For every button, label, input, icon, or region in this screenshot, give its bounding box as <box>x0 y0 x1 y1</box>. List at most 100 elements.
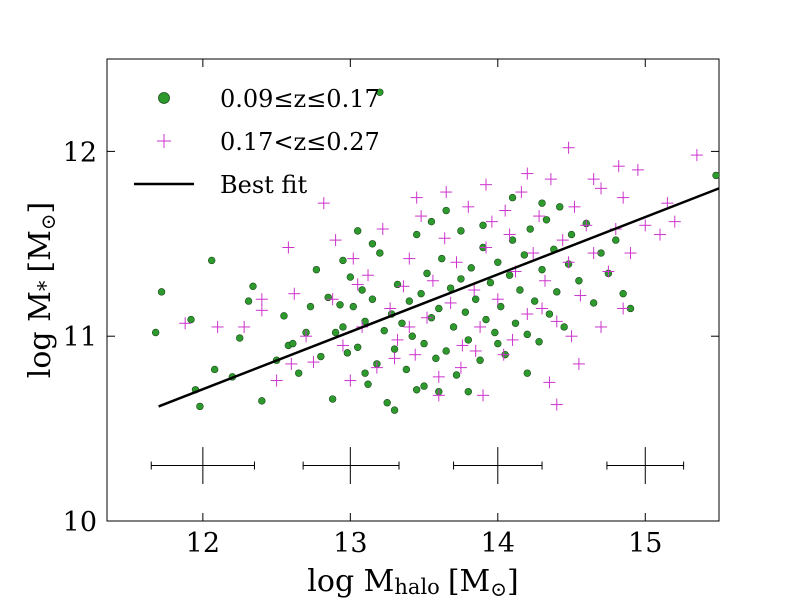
data-point-plus <box>568 200 581 213</box>
data-point-circle <box>353 343 362 351</box>
data-point-circle <box>476 356 484 364</box>
data-point-plus <box>285 357 298 370</box>
data-point-circle <box>538 199 546 207</box>
data-point-circle <box>442 347 450 355</box>
data-point-circle <box>530 297 539 305</box>
y-axis-label: log M*[M⊙] <box>23 202 60 379</box>
data-point-circle <box>151 328 160 337</box>
data-point-plus <box>550 315 563 328</box>
data-point-circle <box>343 349 352 357</box>
data-point-plus <box>403 252 416 265</box>
data-point-plus <box>527 247 540 260</box>
x-tick-labels: 12 13 14 15 <box>186 528 663 559</box>
data-point-circle <box>196 402 204 411</box>
error-bar <box>606 447 685 485</box>
data-point-plus <box>479 178 492 191</box>
data-point-plus <box>347 252 360 265</box>
data-point-plus <box>426 274 439 287</box>
data-point-plus <box>602 265 615 278</box>
series-green-circles <box>151 88 720 414</box>
error-bars <box>150 447 685 485</box>
data-point-circle <box>346 273 355 281</box>
data-point-circle <box>280 312 288 320</box>
data-point-circle <box>339 256 347 265</box>
data-point-circle <box>417 289 425 298</box>
data-point-plus <box>587 173 600 186</box>
data-point-circle <box>380 326 388 335</box>
data-point-circle <box>295 369 303 377</box>
data-point-plus <box>631 163 644 176</box>
data-point-plus <box>503 228 516 241</box>
data-point-plus <box>288 287 301 300</box>
data-point-plus <box>572 357 585 370</box>
data-point-circle <box>306 302 315 311</box>
legend-label: Best fit <box>220 171 307 199</box>
data-point-plus <box>410 191 423 204</box>
data-point-plus <box>238 320 251 333</box>
data-point-plus <box>556 234 569 247</box>
data-point-plus <box>477 389 490 402</box>
data-point-circle <box>467 264 475 272</box>
x-tick-label: 12 <box>186 528 220 559</box>
data-point-circle <box>210 365 219 374</box>
data-point-plus <box>521 308 534 321</box>
data-point-plus <box>351 278 364 291</box>
legend: 0.09≤z≤0.17 0.17<z≤0.27 Best fit <box>134 85 380 199</box>
data-point-circle <box>486 278 495 287</box>
data-point-plus <box>565 330 578 343</box>
legend-label: 0.17<z≤0.27 <box>220 128 380 156</box>
data-point-plus <box>515 186 528 199</box>
data-point-circle <box>482 315 490 324</box>
data-point-circle <box>390 345 399 353</box>
data-point-circle <box>589 299 598 307</box>
data-point-circle <box>368 240 377 248</box>
data-point-plus <box>403 320 416 333</box>
data-point-circle <box>435 304 443 313</box>
data-point-circle <box>520 251 529 259</box>
data-point-plus <box>521 167 534 180</box>
data-point-plus <box>456 339 469 352</box>
legend-label: 0.09≤z≤0.17 <box>220 85 380 113</box>
data-point-circle <box>538 265 546 274</box>
data-point-circle <box>712 171 720 180</box>
data-point-plus <box>538 274 551 287</box>
data-point-circle <box>464 387 473 396</box>
data-point-plus <box>388 352 401 365</box>
data-point-plus <box>536 302 549 315</box>
data-point-plus <box>612 160 625 173</box>
error-bar <box>150 447 255 485</box>
data-point-circle <box>208 256 216 265</box>
data-point-plus <box>639 219 652 232</box>
data-point-plus <box>438 232 451 245</box>
best-fit-line <box>158 187 720 408</box>
data-point-plus <box>479 241 492 254</box>
data-point-plus <box>376 223 389 236</box>
x-tick-label: 14 <box>481 528 515 559</box>
plot-frame <box>106 58 720 522</box>
data-point-circle <box>412 386 421 394</box>
data-point-circle <box>567 230 576 239</box>
data-point-circle <box>619 289 627 298</box>
x-tick-label: 13 <box>333 528 367 559</box>
data-point-circle <box>446 284 455 292</box>
data-point-circle <box>427 217 436 226</box>
data-point-circle <box>423 269 431 278</box>
data-point-plus <box>550 398 563 411</box>
data-point-circle <box>612 236 620 244</box>
data-point-plus <box>397 280 410 293</box>
data-point-plus <box>499 204 512 217</box>
data-point-circle <box>442 206 450 215</box>
x-axis-label: log Mhalo [M⊙] <box>307 564 518 600</box>
y-tick-label: 12 <box>63 137 97 168</box>
data-point-circle <box>289 339 297 348</box>
data-point-plus <box>344 374 357 387</box>
y-tick-label: 10 <box>63 507 97 538</box>
data-point-plus <box>255 304 268 317</box>
data-point-plus <box>544 173 557 186</box>
data-point-circle <box>461 308 470 316</box>
data-point-plus <box>370 361 383 374</box>
data-point-plus <box>282 241 295 254</box>
data-point-plus <box>454 361 467 374</box>
data-point-circle <box>556 203 564 211</box>
data-point-plus <box>468 284 481 296</box>
